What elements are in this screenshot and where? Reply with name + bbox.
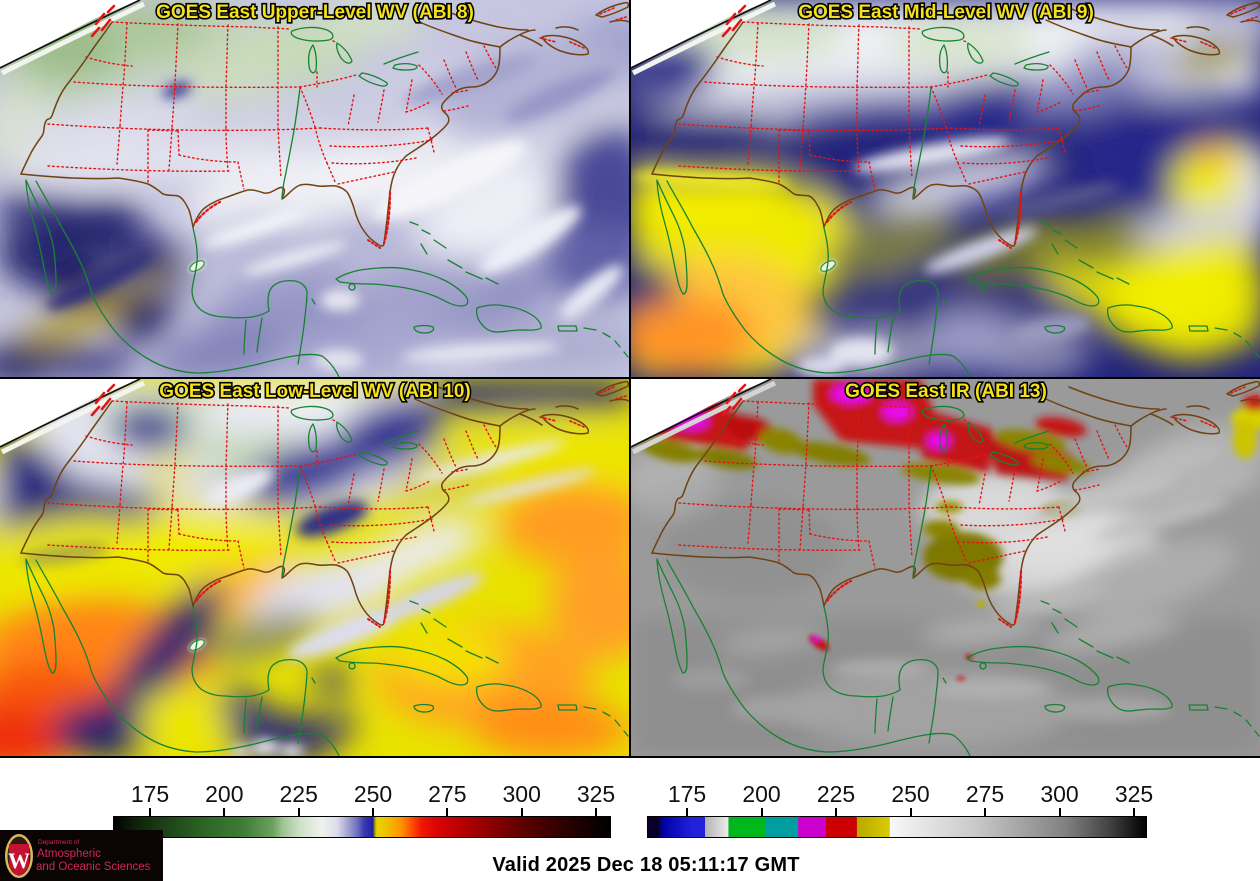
svg-text:W: W — [8, 848, 30, 873]
svg-text:GOES East Low-Level WV (ABI 10: GOES East Low-Level WV (ABI 10) — [159, 381, 470, 402]
svg-text:GOES East Mid-Level WV (ABI 9): GOES East Mid-Level WV (ABI 9) — [798, 2, 1094, 23]
svg-text:GOES East IR (ABI 13): GOES East IR (ABI 13) — [845, 381, 1047, 402]
svg-text:GOES East Upper-Level WV (ABI: GOES East Upper-Level WV (ABI 8) — [156, 2, 474, 23]
